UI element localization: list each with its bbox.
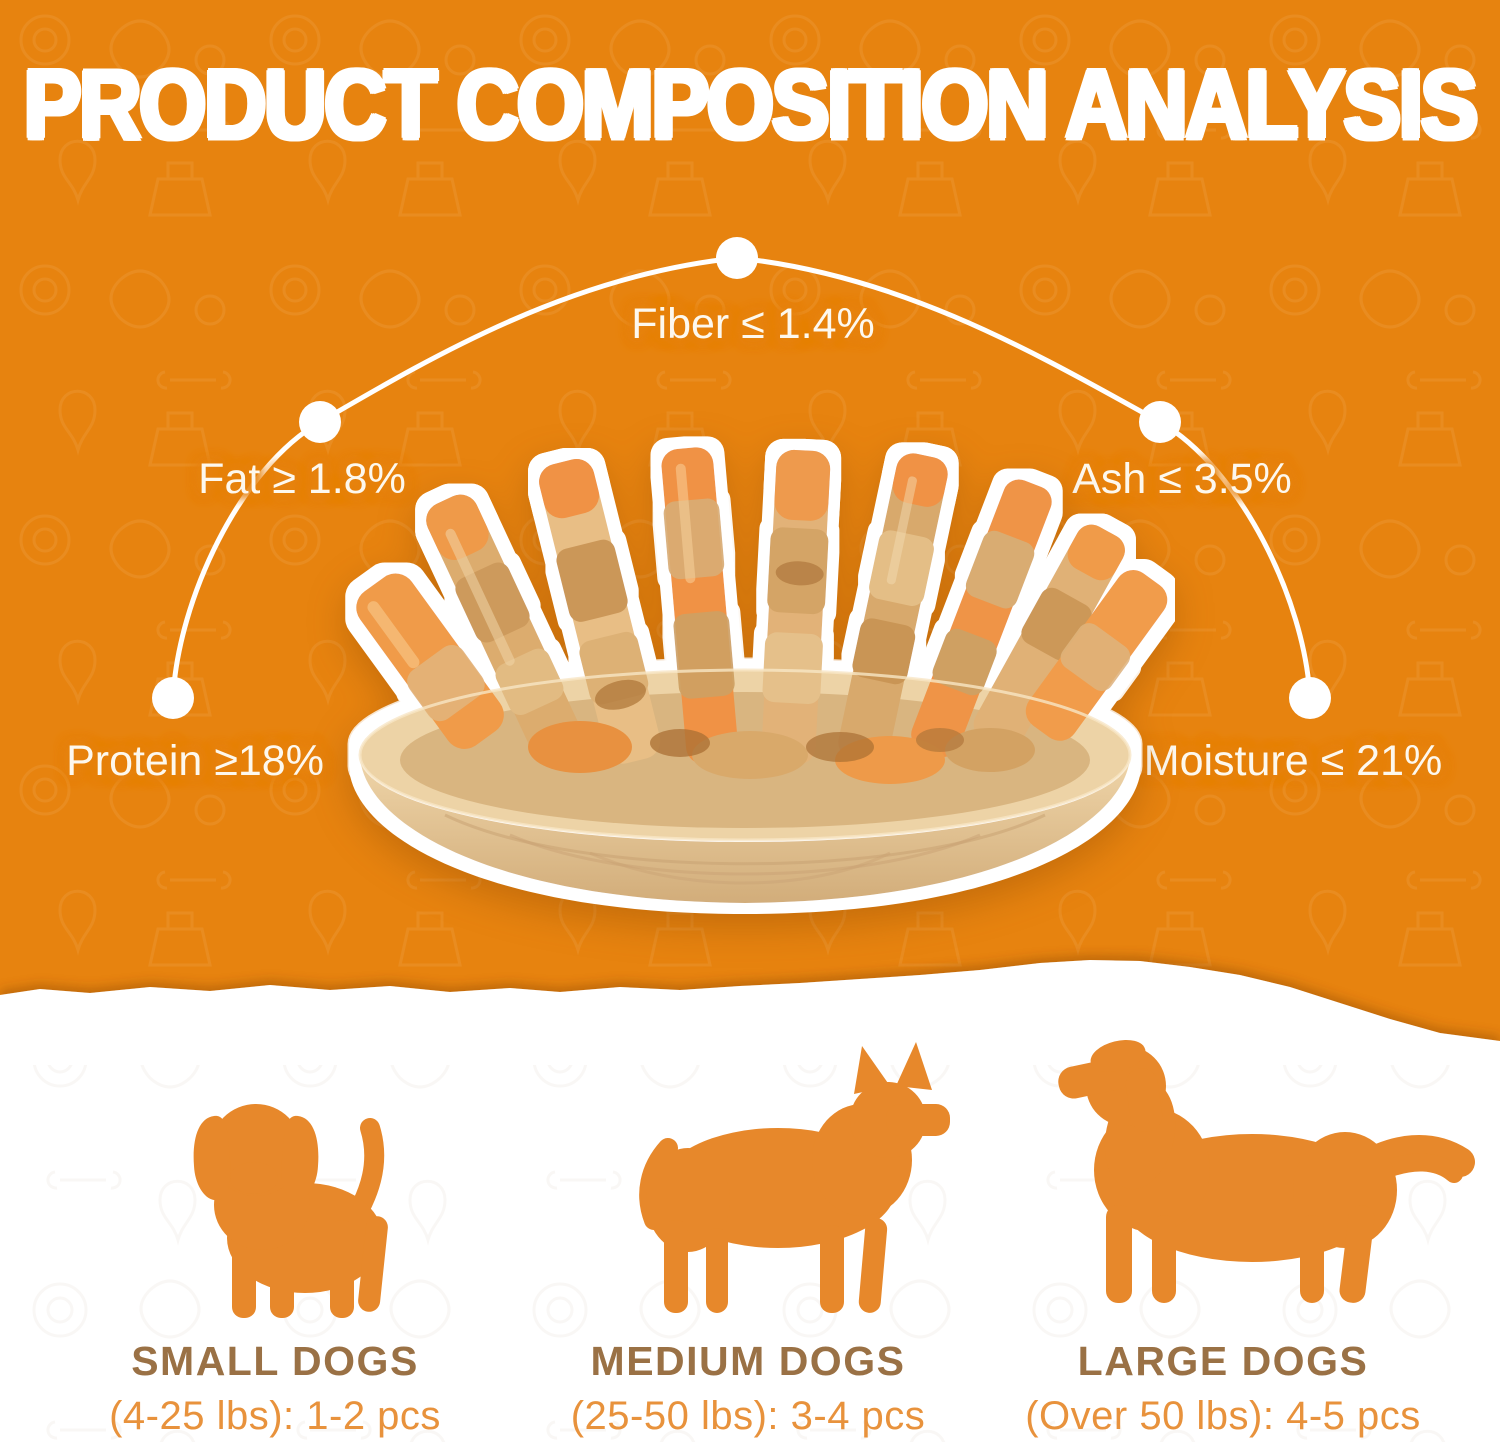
wooden-plate-front	[360, 757, 1130, 903]
medium-dog-icon	[639, 1042, 950, 1313]
callout-label-protein: Protein ≥18%	[66, 737, 324, 785]
serving-large-dogs: LARGE DOGS (Over 50 lbs): 4-5 pcs	[963, 1338, 1483, 1439]
callout-label-fiber: Fiber ≤ 1.4%	[631, 300, 875, 348]
callout-label-fat: Fat ≥ 1.8%	[198, 455, 406, 503]
treat-sticks	[356, 447, 1168, 784]
large-dog-icon	[1058, 1039, 1475, 1303]
serving-small-dogs: SMALL DOGS (4-25 lbs): 1-2 pcs	[15, 1338, 535, 1439]
dog-size-icons	[193, 1039, 1475, 1318]
treats-plate-image	[356, 447, 1168, 903]
serving-size-label: MEDIUM DOGS	[590, 1338, 906, 1384]
serving-amount-label: (4-25 lbs): 1-2 pcs	[109, 1394, 441, 1438]
torn-paper-edge	[0, 960, 1500, 1065]
small-dog-icon	[193, 1104, 388, 1318]
serving-size-label: SMALL DOGS	[131, 1338, 419, 1384]
callout-label-moisture: Moisture ≤ 21%	[1143, 737, 1443, 785]
callout-label-ash: Ash ≤ 3.5%	[1072, 455, 1292, 503]
serving-amount-label: (25-50 lbs): 3-4 pcs	[570, 1394, 926, 1438]
serving-medium-dogs: MEDIUM DOGS (25-50 lbs): 3-4 pcs	[488, 1338, 1008, 1439]
serving-size-label: LARGE DOGS	[1077, 1338, 1369, 1384]
page-title: PRODUCT COMPOSITION ANALYSIS	[23, 50, 1478, 160]
serving-amount-label: (Over 50 lbs): 4-5 pcs	[1025, 1394, 1421, 1438]
